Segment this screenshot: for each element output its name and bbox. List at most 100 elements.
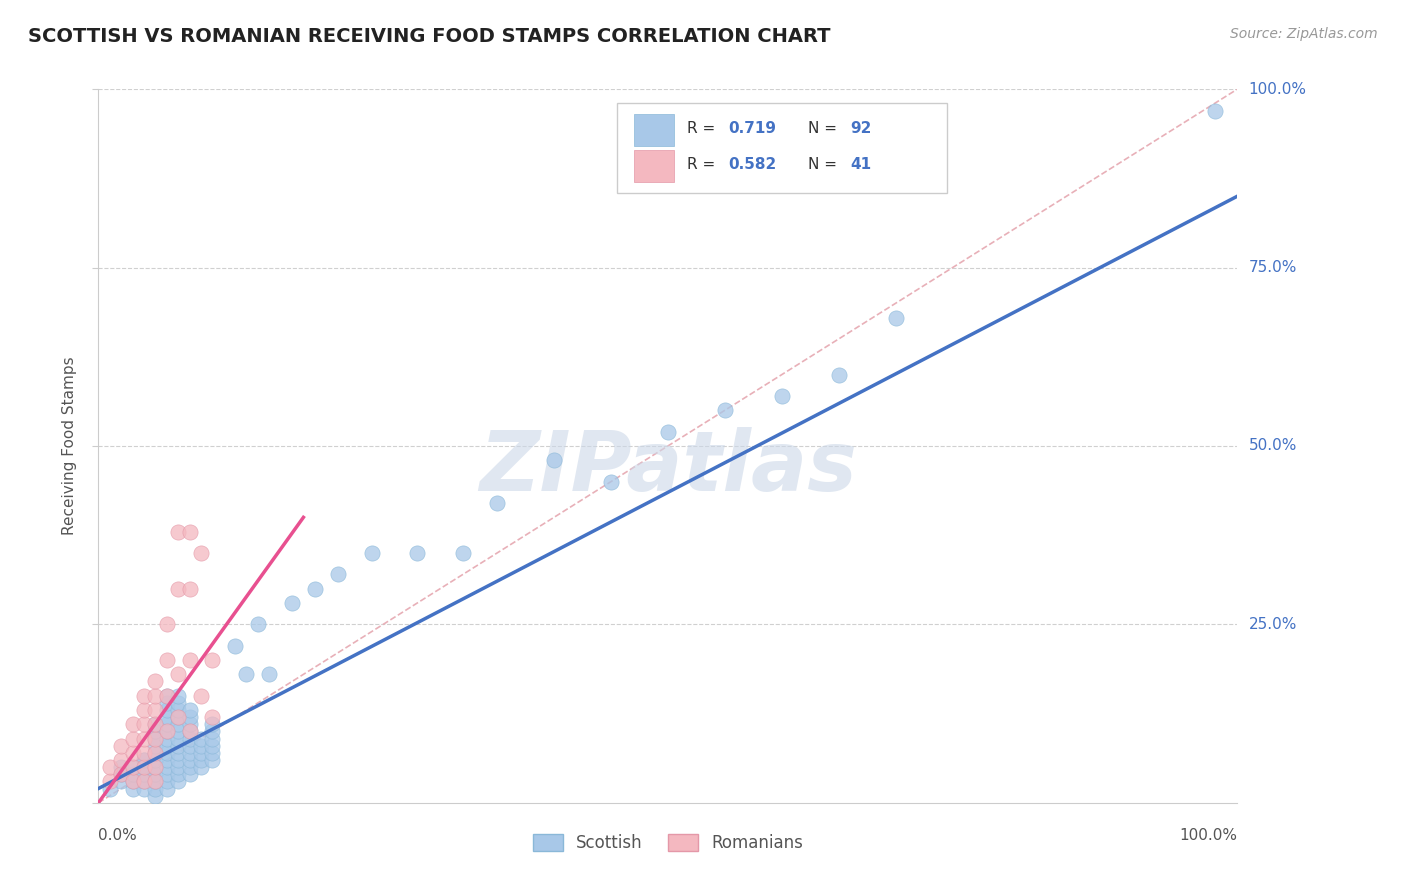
Point (156, 703, 179, 717)
Point (179, 760, 201, 774)
Point (326, 567, 349, 582)
Point (224, 639, 246, 653)
Point (110, 774, 132, 789)
Point (132, 753, 155, 767)
Point (145, 703, 167, 717)
Text: 100.0%: 100.0% (1180, 828, 1237, 843)
Point (145, 789, 167, 803)
Point (600, 475, 623, 489)
Point (145, 746, 167, 760)
Point (132, 781, 155, 796)
Point (190, 739, 212, 753)
Point (167, 703, 190, 717)
Point (543, 453, 565, 467)
Text: 25.0%: 25.0% (1249, 617, 1296, 632)
Point (179, 746, 201, 760)
Point (132, 746, 155, 760)
Point (110, 767, 132, 781)
Text: 100.0%: 100.0% (1249, 82, 1306, 96)
Text: 0.719: 0.719 (728, 121, 776, 136)
Point (121, 774, 143, 789)
Point (167, 582, 190, 596)
Text: N =: N = (808, 157, 842, 171)
Point (110, 767, 132, 781)
Point (156, 689, 179, 703)
Point (201, 746, 224, 760)
Point (190, 689, 212, 703)
Bar (634, 114, 673, 146)
Point (179, 753, 201, 767)
Point (145, 731, 167, 746)
Point (167, 774, 190, 789)
Point (98, 760, 121, 774)
Point (201, 724, 224, 739)
Text: ZIPatlas: ZIPatlas (479, 427, 856, 508)
Point (132, 703, 155, 717)
Point (167, 731, 190, 746)
Point (167, 746, 190, 760)
Point (884, 310, 907, 325)
Point (145, 731, 167, 746)
Point (156, 781, 179, 796)
Point (190, 746, 212, 760)
Point (156, 689, 179, 703)
Point (486, 496, 509, 510)
Point (406, 546, 429, 560)
Point (179, 653, 201, 667)
Point (657, 425, 679, 439)
Text: R =: R = (688, 121, 720, 136)
Text: Source: ZipAtlas.com: Source: ZipAtlas.com (1230, 27, 1378, 41)
Point (179, 731, 201, 746)
Point (132, 731, 155, 746)
Point (110, 739, 132, 753)
Point (201, 739, 224, 753)
Point (121, 781, 143, 796)
Point (167, 753, 190, 767)
Y-axis label: Receiving Food Stamps: Receiving Food Stamps (62, 357, 77, 535)
Point (167, 710, 190, 724)
Text: 0.0%: 0.0% (98, 828, 138, 843)
Point (121, 774, 143, 789)
Point (98, 781, 121, 796)
Point (167, 724, 190, 739)
Point (132, 689, 155, 703)
Text: 41: 41 (851, 157, 872, 171)
Point (121, 760, 143, 774)
Point (156, 767, 179, 781)
Point (145, 739, 167, 753)
Point (156, 653, 179, 667)
Point (145, 753, 167, 767)
Point (132, 753, 155, 767)
Point (132, 767, 155, 781)
Point (451, 546, 474, 560)
Point (132, 717, 155, 731)
Point (167, 667, 190, 681)
Point (201, 753, 224, 767)
Point (132, 774, 155, 789)
Point (167, 717, 190, 731)
Point (179, 717, 201, 731)
Point (145, 746, 167, 760)
Point (179, 524, 201, 539)
Point (235, 667, 257, 681)
Point (190, 546, 212, 560)
Legend: Scottish, Romanians: Scottish, Romanians (526, 827, 810, 859)
Point (167, 739, 190, 753)
Point (201, 717, 224, 731)
Point (304, 582, 326, 596)
Point (156, 724, 179, 739)
Point (156, 724, 179, 739)
Text: R =: R = (688, 157, 720, 171)
Point (156, 760, 179, 774)
Point (110, 753, 132, 767)
Point (179, 703, 201, 717)
Text: 0.582: 0.582 (728, 157, 776, 171)
Point (167, 689, 190, 703)
Point (156, 696, 179, 710)
Point (156, 774, 179, 789)
Point (167, 710, 190, 724)
Point (156, 746, 179, 760)
Text: 50.0%: 50.0% (1249, 439, 1296, 453)
Point (121, 746, 143, 760)
Point (121, 731, 143, 746)
